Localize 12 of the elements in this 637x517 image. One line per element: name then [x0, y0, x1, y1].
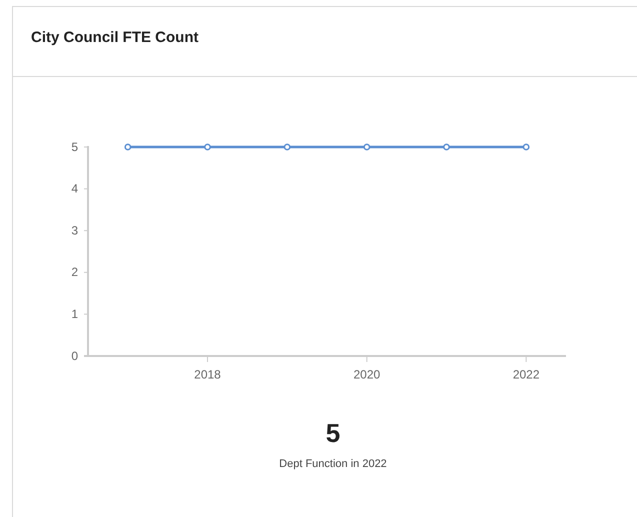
text: Dept Function in 2022 [279, 458, 387, 470]
text: 5 [326, 418, 340, 448]
y-tick-label: 0 [71, 348, 78, 363]
y-tick-label: 2 [71, 265, 78, 280]
x-tick-label: 2022 [512, 368, 540, 382]
chart-title: City Council FTE Count [31, 29, 198, 46]
y-tick-label: 1 [71, 307, 78, 322]
y-tick-label: 5 [71, 140, 78, 154]
y-tick-label: 4 [71, 182, 78, 196]
x-tick-label: 2020 [353, 368, 381, 382]
x-tick-label: 2018 [194, 368, 222, 382]
y-tick-label: 3 [71, 223, 78, 238]
